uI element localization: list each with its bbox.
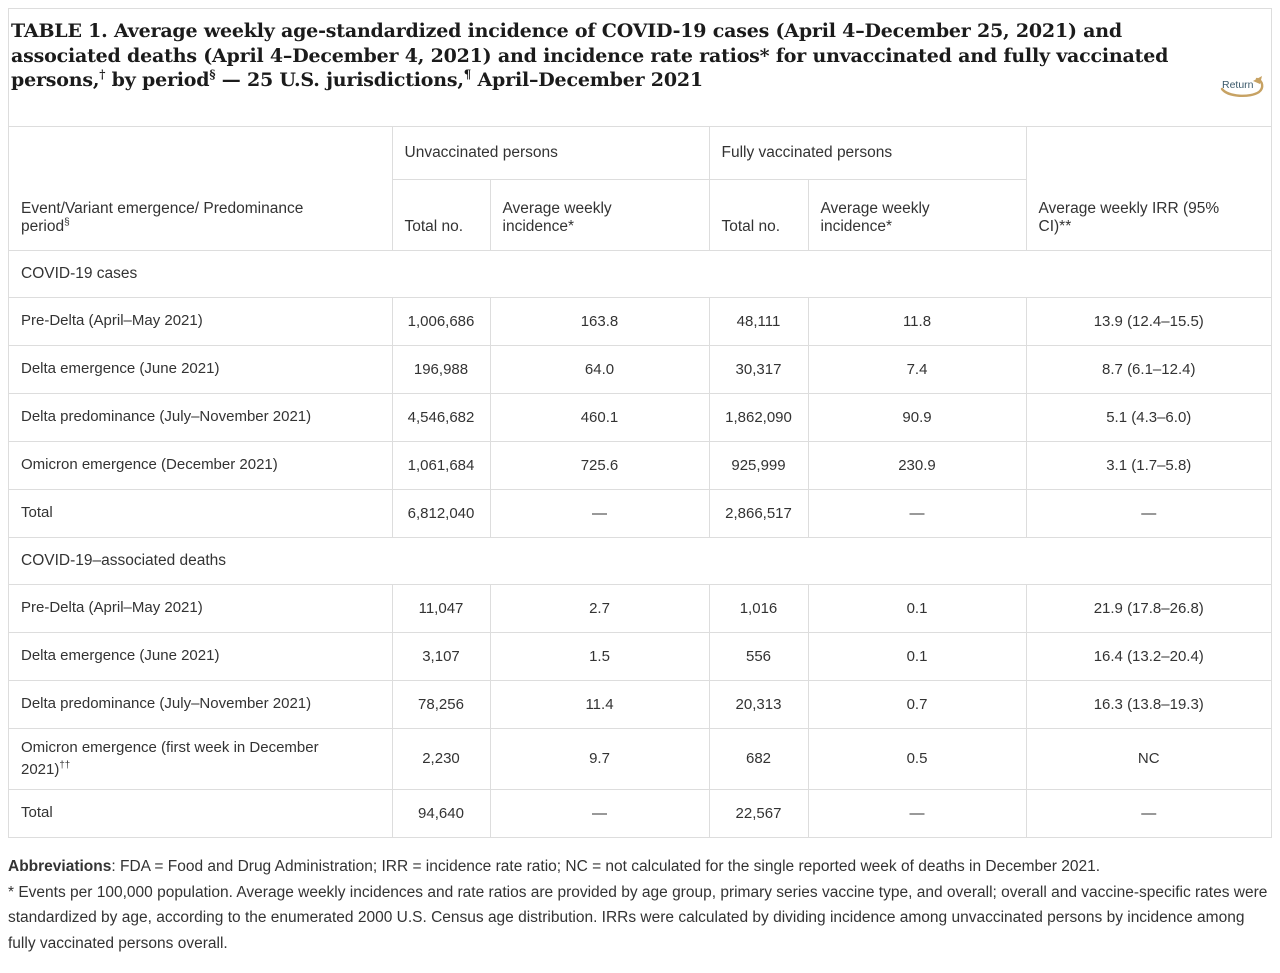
- value-cell: 1,006,686: [391, 296, 491, 346]
- return-label: Return: [1222, 79, 1254, 91]
- value-cell: 78,256: [391, 679, 491, 729]
- incidence-table: Event/Variant emergence/ Predominance pe…: [8, 126, 1272, 838]
- event-cell: Pre-Delta (April–May 2021): [8, 296, 393, 346]
- event-cell: Delta predominance (July–November 2021): [8, 679, 393, 729]
- return-arrow-icon: [1220, 76, 1264, 97]
- group-header-fully-vaccinated: Fully vaccinated persons: [708, 126, 1027, 180]
- col-header-vax-incidence: Average weekly incidence*: [807, 178, 1027, 251]
- page-title: TABLE 1. Average weekly age-standardized…: [11, 20, 1169, 91]
- value-cell: NC: [1025, 727, 1272, 790]
- value-cell: 1.5: [489, 631, 710, 681]
- section-label: COVID-19–associated deaths: [8, 536, 1272, 585]
- col-header-vax-total: Total no.: [708, 178, 809, 251]
- table-body: COVID-19 cases Pre-Delta (April–May 2021)…: [8, 249, 1272, 838]
- sub-header-row: Total no. Average weekly incidence* Tota…: [9, 178, 1271, 251]
- value-cell: 196,988: [391, 344, 491, 394]
- col-header-unvax-incidence: Average weekly incidence*: [489, 178, 710, 251]
- value-cell: 2,230: [391, 727, 491, 790]
- value-cell: 9.7: [489, 727, 710, 790]
- value-cell: 7.4: [807, 344, 1027, 394]
- value-cell: 230.9: [807, 440, 1027, 490]
- event-cell: Total: [8, 788, 393, 838]
- value-cell: 90.9: [807, 392, 1027, 442]
- table-row: Delta predominance (July–November 2021) 4…: [8, 392, 1272, 442]
- value-cell: 11.8: [807, 296, 1027, 346]
- value-cell: —: [489, 788, 710, 838]
- value-cell: 460.1: [489, 392, 710, 442]
- section-header-row: COVID-19 cases: [8, 249, 1272, 298]
- value-cell: —: [807, 488, 1027, 538]
- value-cell: 16.3 (13.8–19.3): [1025, 679, 1272, 729]
- section-label: COVID-19 cases: [8, 249, 1272, 298]
- value-cell: —: [489, 488, 710, 538]
- col-header-event: Event/Variant emergence/ Predominance pe…: [8, 126, 393, 251]
- value-cell: —: [1025, 788, 1272, 838]
- table-row: Omicron emergence (first week in Decembe…: [8, 727, 1272, 790]
- value-cell: 725.6: [489, 440, 710, 490]
- event-cell: Delta emergence (June 2021): [8, 344, 393, 394]
- value-cell: 22,567: [708, 788, 809, 838]
- value-cell: 925,999: [708, 440, 809, 490]
- table-row: Delta predominance (July–November 2021) 7…: [8, 679, 1272, 729]
- title-block: TABLE 1. Average weekly age-standardized…: [9, 9, 1271, 127]
- value-cell: 21.9 (17.8–26.8): [1025, 583, 1272, 633]
- table-row: Delta emergence (June 2021) 196,988 64.0 30…: [8, 344, 1272, 394]
- value-cell: 11.4: [489, 679, 710, 729]
- value-cell: 13.9 (12.4–15.5): [1025, 296, 1272, 346]
- table-row: Pre-Delta (April–May 2021) 11,047 2.7 1,016…: [8, 583, 1272, 633]
- table-panel: TABLE 1. Average weekly age-standardized…: [8, 8, 1272, 838]
- table-row: Omicron emergence (December 2021) 1,061,6…: [8, 440, 1272, 490]
- value-cell: 8.7 (6.1–12.4): [1025, 344, 1272, 394]
- value-cell: 3.1 (1.7–5.8): [1025, 440, 1272, 490]
- col-header-irr: Average weekly IRR (95% CI)**: [1025, 126, 1272, 251]
- table-row: Delta emergence (June 2021) 3,107 1.5 556 0.…: [8, 631, 1272, 681]
- abbreviations-note: Abbreviations: FDA = Food and Drug Admin…: [8, 858, 1101, 875]
- value-cell: 1,862,090: [708, 392, 809, 442]
- table-row: Total 94,640—22,567— —: [8, 788, 1272, 838]
- value-cell: 16.4 (13.2–20.4): [1025, 631, 1272, 681]
- event-cell: Total: [8, 488, 393, 538]
- table-row: Pre-Delta (April–May 2021) 1,006,686 163.8…: [8, 296, 1272, 346]
- footnotes: Abbreviations: FDA = Food and Drug Admin…: [8, 838, 1272, 956]
- table-header: Event/Variant emergence/ Predominance pe…: [8, 126, 1272, 251]
- group-header-row: Event/Variant emergence/ Predominance pe…: [8, 126, 1272, 251]
- value-cell: 2.7: [489, 583, 710, 633]
- value-cell: 1,016: [708, 583, 809, 633]
- asterisk-note: * Events per 100,000 population. Average…: [8, 883, 1268, 952]
- value-cell: 1,061,684: [391, 440, 491, 490]
- value-cell: 11,047: [391, 583, 491, 633]
- value-cell: 0.1: [807, 583, 1027, 633]
- event-cell: Pre-Delta (April–May 2021): [8, 583, 393, 633]
- event-cell: Delta predominance (July–November 2021): [8, 392, 393, 442]
- value-cell: 2,866,517: [708, 488, 809, 538]
- value-cell: —: [1025, 488, 1272, 538]
- group-header-unvaccinated: Unvaccinated persons: [391, 126, 710, 180]
- value-cell: 163.8: [489, 296, 710, 346]
- event-cell: Omicron emergence (December 2021): [8, 440, 393, 490]
- value-cell: 0.7: [807, 679, 1027, 729]
- value-cell: 30,317: [708, 344, 809, 394]
- section-header-row: COVID-19–associated deaths: [8, 536, 1272, 585]
- col-header-unvax-total: Total no.: [391, 178, 491, 251]
- value-cell: 6,812,040: [391, 488, 491, 538]
- value-cell: 682: [708, 727, 809, 790]
- value-cell: 48,111: [708, 296, 809, 346]
- value-cell: 0.1: [807, 631, 1027, 681]
- return-link[interactable]: Return: [1220, 69, 1266, 103]
- event-cell: Delta emergence (June 2021): [8, 631, 393, 681]
- value-cell: 94,640: [391, 788, 491, 838]
- value-cell: 556: [708, 631, 809, 681]
- value-cell: 0.5: [807, 727, 1027, 790]
- value-cell: —: [807, 788, 1027, 838]
- table-row: Total 6,812,040—2,866,517— —: [8, 488, 1272, 538]
- value-cell: 5.1 (4.3–6.0): [1025, 392, 1272, 442]
- value-cell: 64.0: [489, 344, 710, 394]
- value-cell: 3,107: [391, 631, 491, 681]
- value-cell: 20,313: [708, 679, 809, 729]
- value-cell: 4,546,682: [391, 392, 491, 442]
- event-cell: Omicron emergence (first week in Decembe…: [8, 727, 393, 790]
